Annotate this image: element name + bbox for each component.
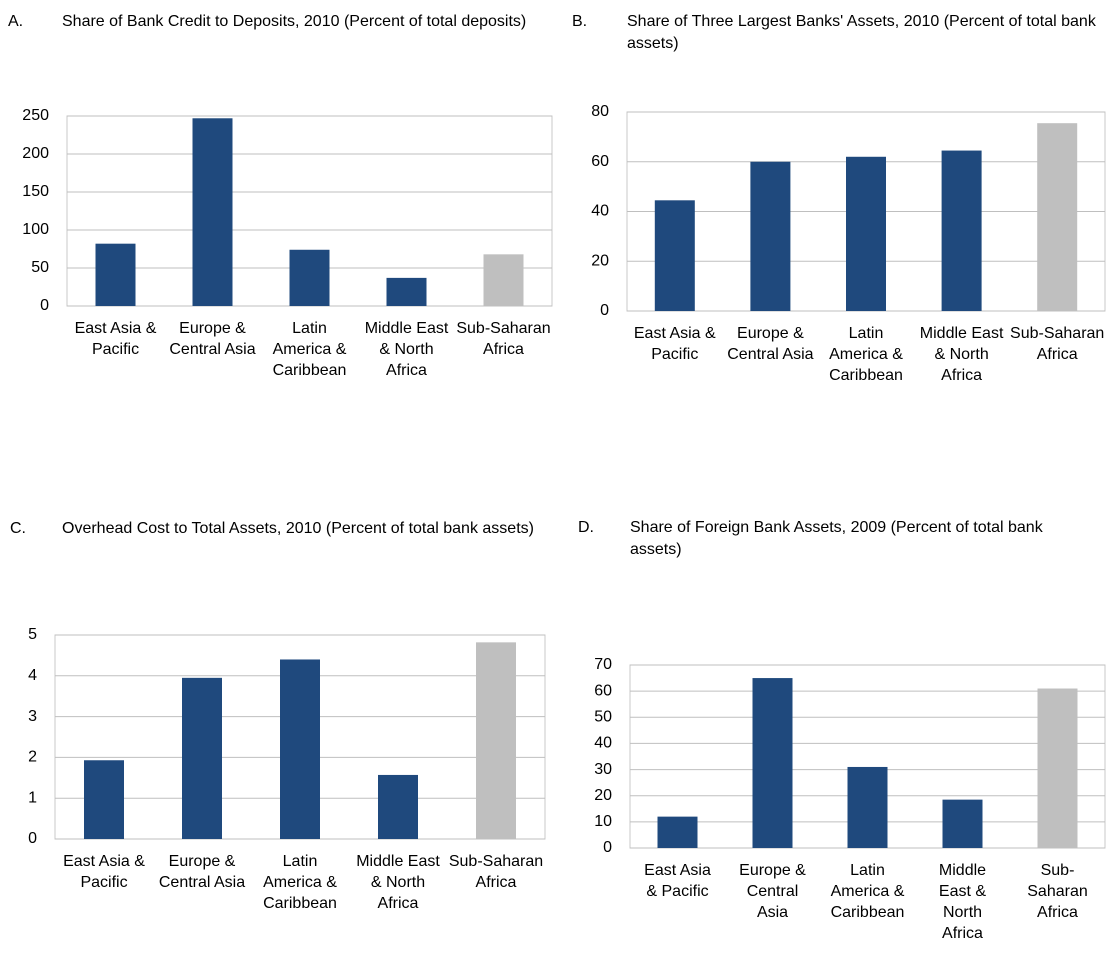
bar bbox=[182, 677, 222, 839]
x-tick-label: Middle East & North Africa bbox=[938, 862, 987, 942]
y-tick-label: 70 bbox=[594, 656, 612, 673]
x-tick-label: Middle East & North Africa bbox=[919, 325, 1004, 384]
bar bbox=[476, 642, 516, 839]
x-tick-label: Sub-Saharan Africa bbox=[1027, 862, 1088, 921]
chart-title: Share of Bank Credit to Deposits, 2010 (… bbox=[62, 13, 527, 30]
x-tick-label: East Asia & Pacific bbox=[644, 862, 711, 900]
y-tick-label: 50 bbox=[31, 259, 49, 276]
y-tick-label: 40 bbox=[591, 203, 609, 220]
y-tick-label: 30 bbox=[594, 761, 612, 778]
bar bbox=[752, 678, 793, 848]
bar bbox=[1037, 123, 1078, 311]
chart-title: Share of Three Largest Banks' Assets, 20… bbox=[627, 13, 1096, 52]
bar bbox=[657, 816, 698, 848]
y-tick-label: 20 bbox=[591, 252, 609, 269]
y-tick-label: 2 bbox=[28, 749, 37, 766]
x-tick-label: Latin America & Caribbean bbox=[272, 320, 347, 379]
y-tick-label: 40 bbox=[594, 735, 612, 752]
panel-label: D. bbox=[578, 519, 594, 536]
x-tick-label: Middle East & North Africa bbox=[364, 320, 449, 379]
bar bbox=[1037, 688, 1078, 848]
y-tick-label: 4 bbox=[28, 667, 37, 684]
x-tick-label: Latin America & Caribbean bbox=[263, 853, 337, 912]
y-tick-label: 0 bbox=[40, 297, 49, 314]
bar bbox=[95, 243, 136, 306]
x-tick-label: East Asia & Pacific bbox=[74, 320, 157, 358]
x-tick-label: Latin America & Caribbean bbox=[829, 325, 903, 384]
bar bbox=[483, 254, 524, 306]
y-tick-label: 200 bbox=[22, 145, 49, 162]
chart-title: Overhead Cost to Total Assets, 2010 (Per… bbox=[62, 520, 534, 537]
y-tick-label: 60 bbox=[591, 153, 609, 170]
bar bbox=[750, 161, 791, 311]
x-tick-label: Europe & Central Asia bbox=[727, 325, 814, 363]
panel-label: A. bbox=[8, 13, 24, 30]
x-tick-label: East Asia & Pacific bbox=[63, 853, 145, 891]
y-tick-label: 60 bbox=[594, 682, 612, 699]
y-tick-label: 80 bbox=[591, 103, 609, 120]
bar bbox=[386, 277, 427, 306]
y-tick-label: 20 bbox=[594, 787, 612, 804]
panel-label: C. bbox=[10, 520, 26, 537]
y-tick-label: 1 bbox=[28, 789, 37, 806]
y-tick-label: 150 bbox=[22, 183, 49, 200]
bar bbox=[289, 249, 330, 306]
y-tick-label: 10 bbox=[594, 813, 612, 830]
y-tick-label: 0 bbox=[600, 302, 609, 319]
x-tick-label: East Asia & Pacific bbox=[633, 325, 716, 363]
y-tick-label: 0 bbox=[28, 830, 37, 847]
x-tick-label: Europe & Central Asia bbox=[169, 320, 256, 358]
y-tick-label: 100 bbox=[22, 221, 49, 238]
x-tick-label: Sub-Saharan Africa bbox=[1010, 325, 1105, 363]
x-tick-label: Europe & Central Asia bbox=[158, 853, 246, 891]
y-tick-label: 50 bbox=[594, 709, 612, 726]
bar bbox=[84, 760, 124, 839]
bar bbox=[378, 774, 418, 839]
bar bbox=[280, 659, 320, 839]
bar bbox=[847, 766, 888, 848]
y-tick-label: 0 bbox=[603, 839, 612, 856]
y-tick-label: 3 bbox=[28, 708, 37, 725]
x-tick-label: Sub-Saharan Africa bbox=[456, 320, 551, 358]
bar bbox=[942, 799, 983, 848]
x-tick-label: Europe & Central Asia bbox=[739, 862, 806, 921]
chart-title: Share of Foreign Bank Assets, 2009 (Perc… bbox=[630, 519, 1043, 558]
bar bbox=[654, 200, 695, 311]
bar bbox=[941, 150, 982, 311]
panel-label: B. bbox=[572, 13, 588, 30]
x-tick-label: Middle East & North Africa bbox=[356, 853, 440, 912]
x-tick-label: Latin America & Caribbean bbox=[830, 862, 905, 921]
y-tick-label: 5 bbox=[28, 626, 37, 643]
bar bbox=[192, 118, 233, 306]
bar bbox=[846, 156, 886, 311]
x-tick-label: Sub-Saharan Africa bbox=[448, 853, 544, 891]
y-tick-label: 250 bbox=[22, 107, 49, 124]
